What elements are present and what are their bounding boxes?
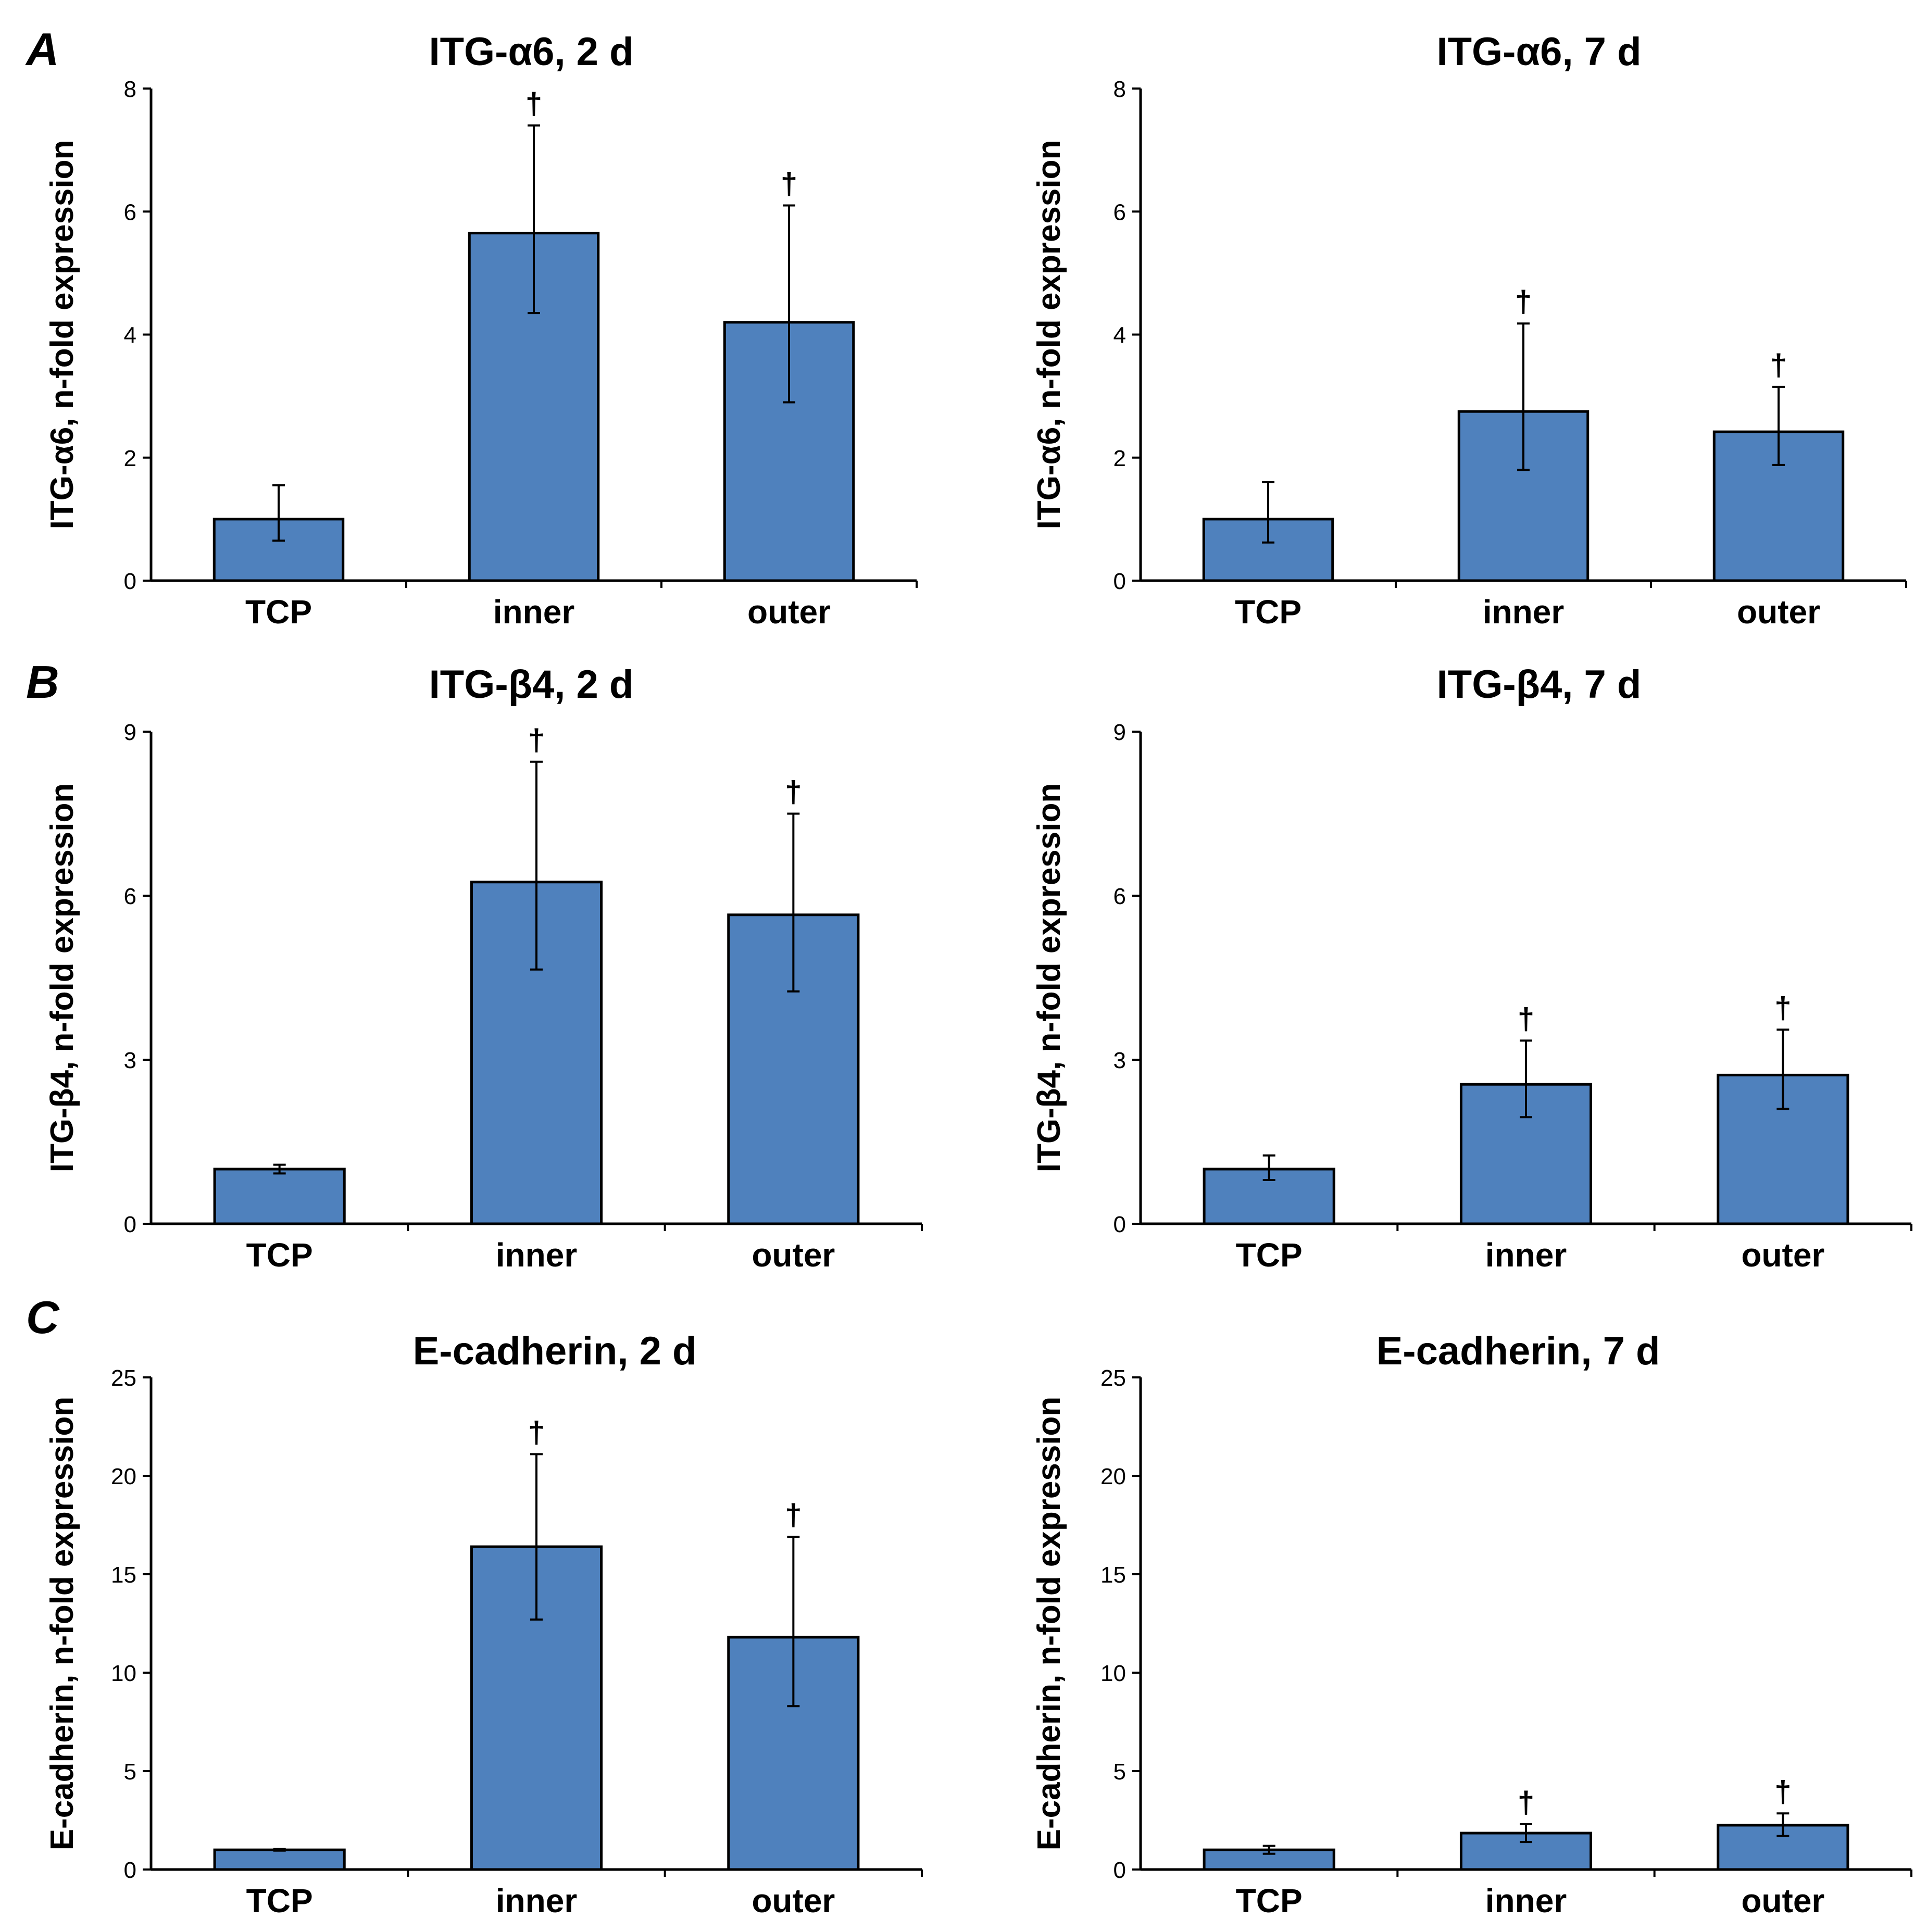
panel-letter-c: C [26,1291,60,1343]
significance-dagger: † [785,775,802,809]
significance-dagger: † [1774,1775,1791,1809]
chart-5: E-cadherin, 2 d E-cadherin, n-fold expres… [44,1329,923,1920]
chart-grid: ITG-α6, 2 d ITG-α6, n-fold expression 0 2 4 6… [44,30,1912,1920]
category-label-inner: inner [496,1882,577,1920]
y-tick-label: 25 [1100,1365,1126,1391]
category-label-TCP: TCP [1235,593,1302,631]
chart-2: ITG-α6, 7 d ITG-α6, n-fold expression 0 2 4 6… [1031,30,1907,631]
y-tick-label: 6 [124,199,136,225]
panel-letter-b: B [26,656,59,708]
chart-title: E-cadherin, 7 d [1377,1329,1660,1373]
category-label-TCP: TCP [246,1882,313,1920]
category-label-outer: outer [747,593,831,631]
y-axis-label: ITG-α6, n-fold expression [44,140,80,530]
bar-TCP [213,1848,346,1871]
y-tick-label: 10 [111,1661,136,1686]
significance-dagger: † [528,1415,545,1449]
y-tick-label: 8 [124,77,136,102]
y-tick-label: 9 [124,720,136,745]
y-axis-label: E-cadherin, n-fold expression [44,1397,80,1851]
category-label-inner: inner [1485,1882,1567,1920]
y-tick-label: 25 [111,1365,136,1391]
y-tick-label: 4 [1113,323,1126,348]
chart-title: ITG-β4, 7 d [1437,662,1642,707]
significance-dagger: † [1770,348,1787,382]
category-label-inner: inner [496,1236,577,1274]
y-tick-label: 3 [1113,1048,1126,1073]
y-tick-label: 5 [1113,1759,1126,1785]
category-label-outer: outer [1741,1236,1824,1274]
y-tick-label: 0 [124,1858,136,1883]
y-axis-label: E-cadherin, n-fold expression [1031,1397,1067,1851]
y-tick-label: 9 [1113,720,1126,745]
category-label-outer: outer [752,1236,835,1274]
chart-title: E-cadherin, 2 d [413,1329,697,1373]
y-axis-label: ITG-α6, n-fold expression [1031,140,1067,530]
y-axis-label: ITG-β4, n-fold expression [44,783,80,1172]
y-tick-label: 10 [1100,1661,1126,1686]
chart-1: ITG-α6, 2 d ITG-α6, n-fold expression 0 2 4 6… [44,30,918,631]
category-label-inner: inner [493,593,574,631]
y-tick-label: 6 [1113,884,1126,909]
y-tick-label: 2 [1113,446,1126,471]
category-label-TCP: TCP [1236,1882,1303,1920]
y-tick-label: 15 [1100,1562,1126,1588]
chart-3: ITG-β4, 2 d ITG-β4, n-fold expression 0 3 6 9… [44,662,923,1274]
category-label-TCP: TCP [246,1236,313,1274]
y-tick-label: 6 [1113,199,1126,225]
y-tick-label: 2 [124,446,136,471]
significance-dagger: † [781,167,797,200]
significance-dagger: † [1515,285,1532,319]
bar-TCP [213,1168,346,1225]
y-tick-label: 0 [1113,1858,1126,1883]
category-label-inner: inner [1485,1236,1567,1274]
bar-outer [723,321,855,582]
category-label-TCP: TCP [1236,1236,1303,1274]
significance-dagger: † [1774,991,1791,1025]
category-label-inner: inner [1483,593,1564,631]
y-tick-label: 3 [124,1048,136,1073]
category-label-TCP: TCP [245,593,312,631]
y-tick-label: 5 [124,1759,136,1785]
chart-title: ITG-β4, 2 d [429,662,634,707]
significance-dagger: † [528,723,545,757]
y-tick-label: 0 [124,1212,136,1237]
panel-letter-a: A [25,23,59,75]
y-tick-label: 20 [111,1464,136,1489]
y-axis-label: ITG-β4, n-fold expression [1031,783,1067,1172]
significance-dagger: † [1518,1786,1534,1820]
y-tick-label: 15 [111,1562,136,1588]
y-tick-label: 6 [124,884,136,909]
y-tick-label: 20 [1100,1464,1126,1489]
y-tick-label: 8 [1113,77,1126,102]
y-tick-label: 4 [124,323,136,348]
chart-title: ITG-α6, 2 d [429,30,634,74]
y-tick-label: 0 [1113,569,1126,594]
significance-dagger: † [785,1498,802,1532]
bar-outer [1712,430,1845,582]
category-label-outer: outer [1737,593,1820,631]
significance-dagger: † [525,87,542,121]
category-label-outer: outer [752,1882,835,1920]
y-tick-label: 0 [124,569,136,594]
y-tick-label: 0 [1113,1212,1126,1237]
chart-4: ITG-β4, 7 d ITG-β4, n-fold expression 0 3 6 9… [1031,662,1912,1274]
significance-dagger: † [1518,1002,1534,1036]
category-label-outer: outer [1741,1882,1824,1920]
chart-6: E-cadherin, 7 d E-cadherin, n-fold expres… [1031,1329,1912,1920]
chart-title: ITG-α6, 7 d [1437,30,1642,74]
